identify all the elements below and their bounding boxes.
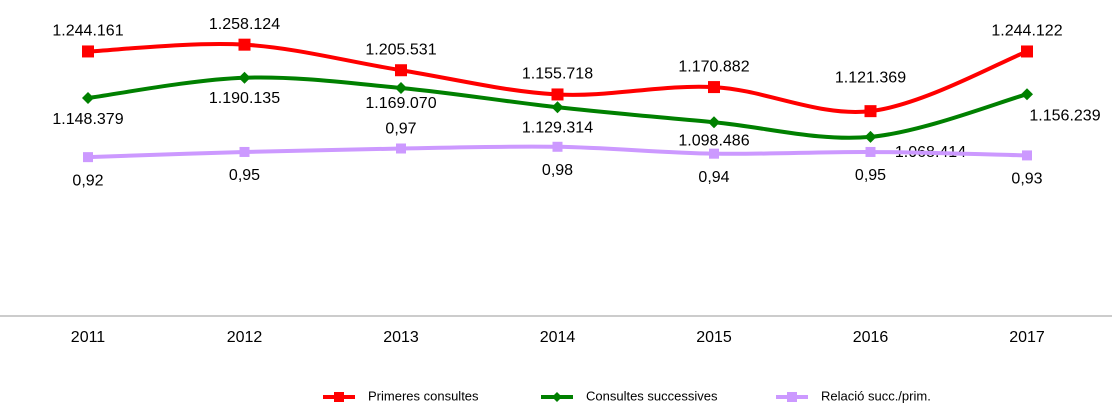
marker	[82, 92, 94, 105]
marker	[238, 38, 251, 51]
x-tick-label: 2014	[540, 329, 576, 346]
marker	[864, 105, 877, 118]
legend-label: Primeres consultes	[368, 388, 479, 403]
data-label: 0,95	[229, 167, 260, 184]
legend-marker	[552, 392, 562, 402]
marker	[552, 141, 563, 152]
data-label: 1.155.718	[522, 66, 593, 83]
marker	[865, 146, 876, 157]
data-label: 1.156.239	[1029, 107, 1100, 124]
x-tick-label: 2012	[227, 329, 263, 346]
legend-label: Relació succ./prim.	[821, 388, 931, 403]
marker	[396, 143, 406, 154]
marker	[83, 152, 93, 163]
marker	[1022, 150, 1032, 161]
legend-marker	[787, 392, 797, 402]
data-label: 1.258.124	[209, 16, 280, 33]
marker	[1021, 88, 1033, 101]
x-tick-label: 2013	[383, 329, 419, 346]
marker	[709, 148, 719, 159]
data-label: 0,92	[72, 172, 103, 189]
marker	[1021, 45, 1033, 58]
x-tick-label: 2017	[1009, 329, 1045, 346]
marker	[551, 101, 564, 114]
data-label: 1.169.070	[365, 95, 436, 112]
data-label: 1.244.122	[991, 23, 1062, 40]
marker	[708, 116, 720, 129]
marker	[82, 45, 94, 58]
x-tick-label: 2016	[853, 329, 889, 346]
marker	[708, 81, 720, 94]
legend-marker	[334, 392, 344, 402]
marker	[395, 64, 407, 77]
data-label: 0,93	[1011, 171, 1042, 188]
marker	[239, 146, 250, 157]
x-tick-label: 2011	[71, 329, 106, 346]
data-label: 0,94	[698, 169, 729, 186]
data-label: 0,97	[385, 121, 416, 138]
data-label: 1.098.486	[678, 132, 749, 149]
data-label: 1.148.379	[52, 111, 123, 128]
data-label: 1.121.369	[835, 69, 906, 86]
marker	[551, 88, 564, 101]
x-tick-label: 2015	[696, 329, 732, 346]
marker	[238, 71, 251, 84]
data-label: 0,98	[542, 162, 573, 179]
marker	[395, 81, 407, 94]
data-label: 1.190.135	[209, 90, 280, 107]
marker	[864, 130, 877, 143]
data-label: 0,95	[855, 167, 886, 184]
data-label: 1.244.161	[52, 23, 123, 40]
data-label: 1.205.531	[365, 41, 436, 58]
data-label: 1.170.882	[678, 58, 749, 75]
data-label: 1.129.314	[522, 120, 593, 137]
legend-label: Consultes successives	[586, 388, 718, 403]
